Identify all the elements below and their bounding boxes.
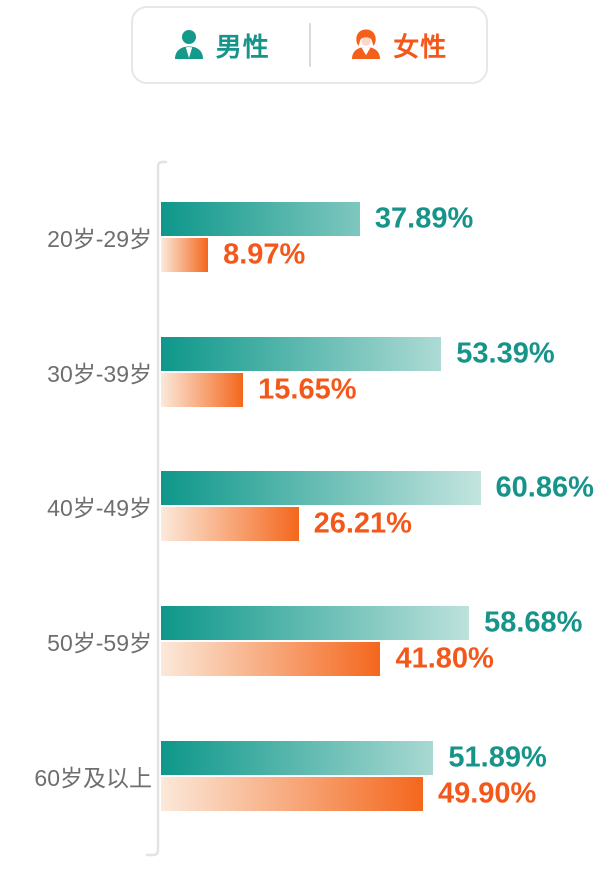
legend-item-male: 男性 <box>133 27 309 64</box>
male-icon <box>174 30 203 59</box>
male-value-label: 53.39% <box>456 337 555 370</box>
male-bar-line: 58.68% <box>161 606 591 640</box>
male-bar <box>161 471 481 505</box>
age-group-row: 30岁-39岁 53.39% 15.65% <box>0 337 600 407</box>
legend-label-male: 男性 <box>215 31 270 62</box>
male-value-label: 60.86% <box>495 471 594 504</box>
female-bar <box>161 373 244 407</box>
female-icon <box>352 29 381 59</box>
male-value-label: 37.89% <box>374 202 474 235</box>
age-group-row: 40岁-49岁 60.86% 26.21% <box>0 471 600 541</box>
age-group-row: 20岁-29岁 37.89% 8.97% <box>0 202 600 272</box>
female-bar-line: 15.65% <box>161 373 591 407</box>
female-bar-line: 41.80% <box>161 642 591 676</box>
male-bar <box>161 202 360 236</box>
male-bar-line: 37.89% <box>161 202 591 236</box>
legend-label-female: 女性 <box>393 31 448 62</box>
category-label: 20岁-29岁 <box>47 226 152 252</box>
bar-pair: 37.89% 8.97% <box>161 202 591 274</box>
legend: 男性 女性 <box>131 6 488 84</box>
legend-divider <box>308 23 311 67</box>
male-value-label: 58.68% <box>484 606 583 639</box>
female-value-label: 41.80% <box>395 642 494 675</box>
female-value-label: 15.65% <box>258 373 357 406</box>
category-label: 50岁-59岁 <box>47 630 152 656</box>
female-value-label: 8.97% <box>223 238 306 271</box>
age-group-row: 60岁及以上 51.89% 49.90% <box>0 741 600 811</box>
category-label: 40岁-49岁 <box>47 495 152 521</box>
bar-pair: 51.89% 49.90% <box>161 741 591 813</box>
female-bar-line: 26.21% <box>161 507 591 541</box>
male-bar-line: 60.86% <box>161 471 594 505</box>
male-bar-line: 51.89% <box>161 741 591 775</box>
female-value-label: 26.21% <box>313 507 412 540</box>
category-label: 60岁及以上 <box>34 765 152 791</box>
female-bar <box>161 642 381 676</box>
male-bar-line: 53.39% <box>161 337 591 371</box>
male-bar <box>161 606 470 640</box>
male-bar <box>161 337 442 371</box>
age-group-row: 50岁-59岁 58.68% 41.80% <box>0 606 600 676</box>
male-bar <box>161 741 434 775</box>
female-bar <box>161 507 299 541</box>
female-bar <box>161 238 209 272</box>
bar-pair: 60.86% 26.21% <box>161 471 594 543</box>
legend-item-female: 女性 <box>311 27 487 64</box>
bar-pair: 53.39% 15.65% <box>161 337 591 409</box>
female-bar-line: 49.90% <box>161 777 591 811</box>
female-bar-line: 8.97% <box>161 238 591 272</box>
female-value-label: 49.90% <box>437 777 537 810</box>
male-value-label: 51.89% <box>448 741 547 774</box>
female-bar <box>161 777 423 811</box>
category-label: 30岁-39岁 <box>47 361 152 387</box>
bar-pair: 58.68% 41.80% <box>161 606 591 678</box>
